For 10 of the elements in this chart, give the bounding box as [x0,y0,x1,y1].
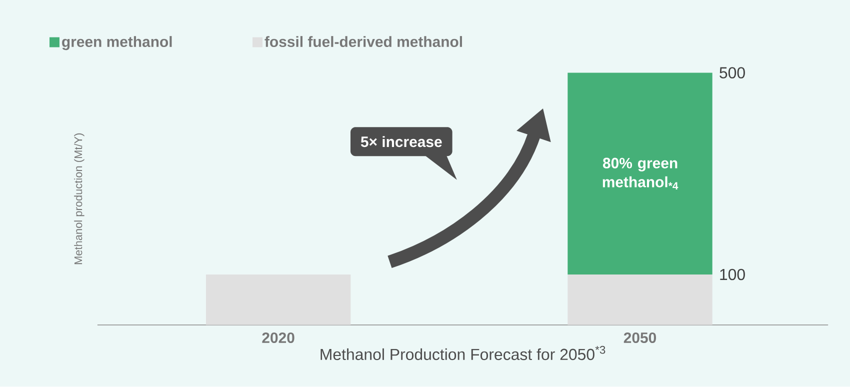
y-axis-title: Methanol production (Mt/Y) [74,134,84,264]
legend-label: green methanol [62,36,172,50]
x-tick-label: 2020 [262,332,294,344]
x-axis-title: Methanol Production Forecast for 2050$^{*3}$ [320,346,606,360]
annotation: 5× increase [360,136,442,148]
y-tick-label: 500 [720,67,745,79]
x-tick-label: 2050 [624,332,656,344]
y-tick-label: 100 [720,268,745,280]
legend-label: fossil fuel-derived methanol [264,36,462,48]
annotation: 80% green methanol$_{*4}$ [602,158,678,190]
